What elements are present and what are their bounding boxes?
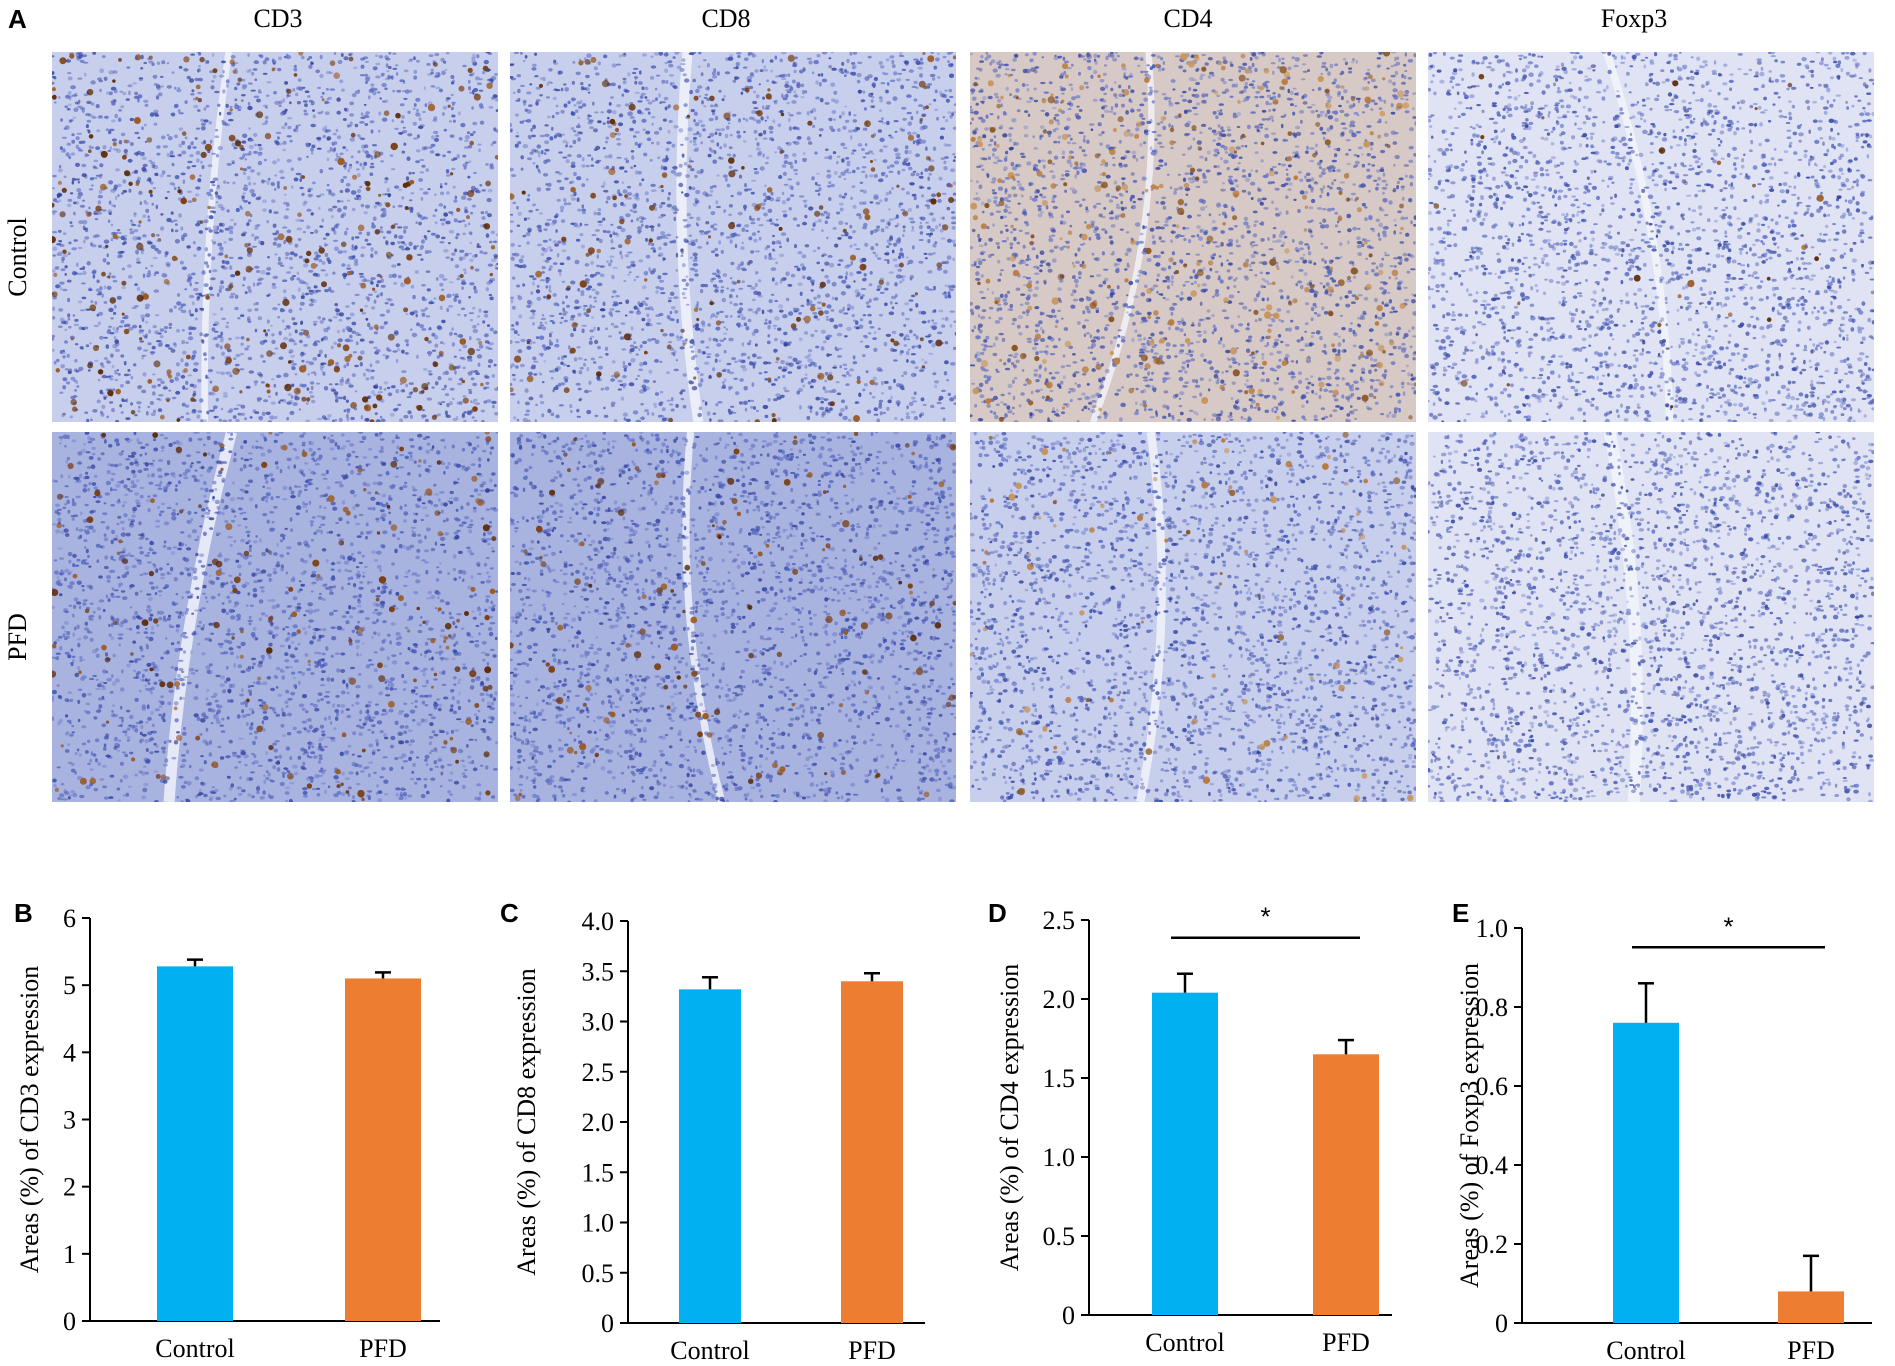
chart-c-y-axis-label: Areas (%) of CD8 expression <box>512 968 541 1276</box>
chart-e-y-tick-label: 1.0 <box>1476 914 1509 943</box>
chart-b-panel-letter: B <box>14 898 33 928</box>
chart-d-y-tick-label: 1.5 <box>1043 1064 1076 1093</box>
chart-e-category-label: PFD <box>1787 1336 1835 1365</box>
chart-c-category-label: PFD <box>848 1336 896 1365</box>
chart-d-y-tick-label: 0 <box>1062 1301 1075 1330</box>
chart-e-bar-control <box>1613 1022 1679 1323</box>
chart-d-bar-pfd <box>1313 1054 1379 1315</box>
chart-c-panel-letter: C <box>500 898 519 928</box>
chart-d-y-tick-label: 0.5 <box>1043 1222 1076 1251</box>
micrograph-control-cd3 <box>52 52 498 422</box>
micrograph-control-cd8 <box>510 52 956 422</box>
chart-c-y-tick-label: 2.0 <box>582 1108 615 1137</box>
chart-b-y-tick-label: 0 <box>63 1307 76 1336</box>
chart-b-bar-control <box>157 966 233 1321</box>
chart-d-panel-letter: D <box>988 898 1007 928</box>
chart-b-y-tick-label: 5 <box>63 971 76 1000</box>
chart-d-category-label: PFD <box>1322 1328 1370 1357</box>
chart-b-y-axis-label: Areas (%) of CD3 expression <box>15 966 44 1274</box>
column-label-cd3: CD3 <box>178 4 378 34</box>
chart-b-y-tick-label: 4 <box>63 1038 76 1067</box>
chart-c-bar-control <box>679 989 741 1323</box>
chart-e-y-tick-label: 0.2 <box>1476 1230 1509 1259</box>
chart-e-y-tick-label: 0 <box>1495 1309 1508 1338</box>
micrograph-pfd-cd8 <box>510 432 956 802</box>
chart-b-y-tick-label: 2 <box>63 1173 76 1202</box>
micrograph-pfd-cd3 <box>52 432 498 802</box>
micrograph-pfd-foxp3 <box>1428 432 1874 802</box>
chart-d-y-tick-label: 2.0 <box>1043 985 1076 1014</box>
chart-e-y-tick-label: 0.4 <box>1476 1151 1509 1180</box>
chart-c-y-tick-label: 3.5 <box>582 957 615 986</box>
micrograph-control-cd4 <box>970 52 1416 422</box>
chart-b-category-label: Control <box>155 1334 234 1363</box>
column-label-cd8: CD8 <box>626 4 826 34</box>
chart-d-category-label: Control <box>1145 1328 1224 1357</box>
chart-e-y-axis-label: Areas (%) of Foxp3 expression <box>1455 963 1484 1288</box>
chart-e-panel-letter: E <box>1452 898 1469 928</box>
panel-a-letter: A <box>8 4 27 35</box>
chart-c-y-tick-label: 0 <box>601 1309 614 1338</box>
chart-d-significance-mark: * <box>1260 902 1270 932</box>
column-label-cd4: CD4 <box>1088 4 1288 34</box>
chart-c-y-tick-label: 1.0 <box>582 1209 615 1238</box>
chart-c-y-tick-label: 4.0 <box>582 907 615 936</box>
chart-b-y-tick-label: 6 <box>63 904 76 933</box>
chart-c-y-tick-label: 2.5 <box>582 1058 615 1087</box>
chart-b-y-tick-label: 3 <box>63 1106 76 1135</box>
chart-e-y-tick-label: 0.6 <box>1476 1072 1509 1101</box>
chart-e-y-tick-label: 0.8 <box>1476 993 1509 1022</box>
chart-c-y-tick-label: 0.5 <box>582 1259 615 1288</box>
chart-c-y-tick-label: 3.0 <box>582 1008 615 1037</box>
chart-d-y-tick-label: 2.5 <box>1043 906 1076 935</box>
chart-e-bar-pfd <box>1778 1291 1844 1323</box>
chart-b-category-label: PFD <box>359 1334 407 1363</box>
micrograph-control-foxp3 <box>1428 52 1874 422</box>
chart-c-category-label: Control <box>670 1336 749 1365</box>
micrograph-pfd-cd4 <box>970 432 1416 802</box>
chart-b-y-tick-label: 1 <box>63 1240 76 1269</box>
chart-e-significance-mark: * <box>1723 911 1733 941</box>
chart-e-category-label: Control <box>1606 1336 1685 1365</box>
chart-d-bar-control <box>1152 992 1218 1315</box>
chart-b-bar-pfd <box>345 978 421 1321</box>
chart-c-y-tick-label: 1.5 <box>582 1158 615 1187</box>
chart-c-bar-pfd <box>841 981 903 1323</box>
column-label-foxp3: Foxp3 <box>1534 4 1734 34</box>
chart-d-y-axis-label: Areas (%) of CD4 expression <box>995 964 1024 1272</box>
chart-d-y-tick-label: 1.0 <box>1043 1143 1076 1172</box>
